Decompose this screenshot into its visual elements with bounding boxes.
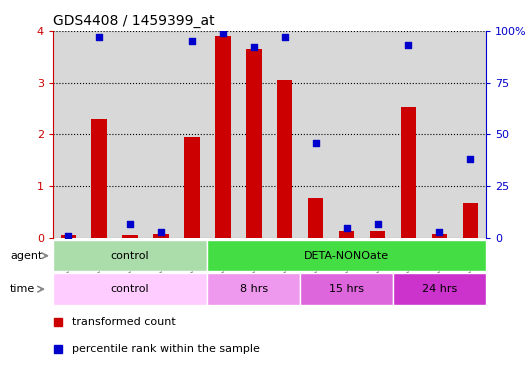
Bar — [153, 234, 169, 238]
Text: agent: agent — [10, 251, 42, 261]
Bar — [393, 273, 486, 305]
Point — [126, 220, 134, 227]
Point — [95, 34, 103, 40]
Bar — [432, 234, 447, 238]
Text: DETA-NONOate: DETA-NONOate — [304, 251, 389, 261]
Bar — [215, 36, 231, 238]
Point — [157, 229, 165, 235]
Point — [435, 229, 444, 235]
Bar — [122, 235, 138, 238]
Text: control: control — [111, 251, 149, 261]
Bar — [208, 240, 486, 271]
Point — [373, 220, 382, 227]
Bar — [246, 49, 261, 238]
Text: 24 hrs: 24 hrs — [422, 284, 457, 294]
Point — [466, 156, 475, 162]
Bar — [463, 203, 478, 238]
Bar — [300, 273, 393, 305]
Point — [219, 30, 227, 36]
Bar — [339, 231, 354, 238]
Point — [312, 140, 320, 146]
Point — [188, 38, 196, 44]
Text: 8 hrs: 8 hrs — [240, 284, 268, 294]
Bar — [401, 108, 416, 238]
Text: 15 hrs: 15 hrs — [329, 284, 364, 294]
Bar — [53, 240, 208, 271]
Bar — [277, 80, 293, 238]
Point — [64, 233, 72, 239]
Text: transformed count: transformed count — [72, 317, 175, 327]
Text: time: time — [10, 284, 35, 294]
Text: GDS4408 / 1459399_at: GDS4408 / 1459399_at — [53, 14, 214, 28]
Bar — [53, 273, 208, 305]
Bar — [208, 273, 300, 305]
Bar — [61, 235, 76, 238]
Point — [404, 42, 413, 48]
Bar — [91, 119, 107, 238]
Point — [342, 225, 351, 231]
Bar — [184, 137, 200, 238]
Text: percentile rank within the sample: percentile rank within the sample — [72, 344, 260, 354]
Text: control: control — [111, 284, 149, 294]
Bar — [370, 231, 385, 238]
Bar — [308, 198, 323, 238]
Point — [280, 34, 289, 40]
Point — [250, 44, 258, 50]
